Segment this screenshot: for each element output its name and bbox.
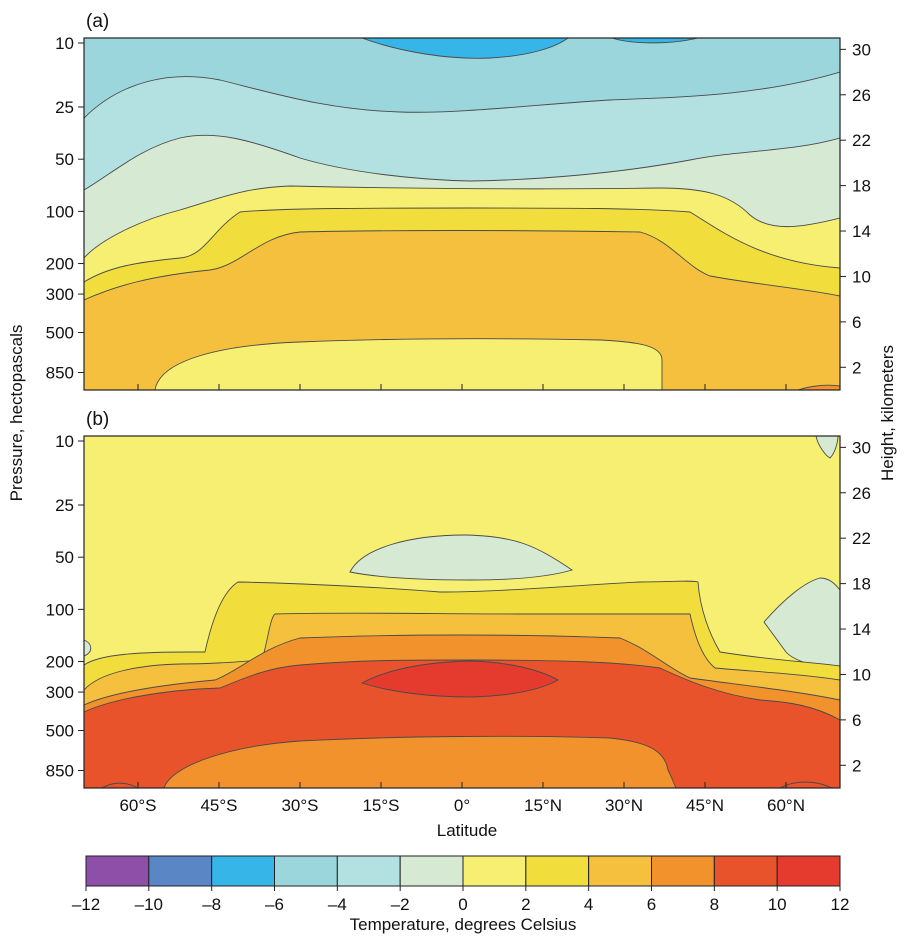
pressure-tick-label: 50 [55,150,74,169]
height-tick-label: 22 [852,131,871,150]
latitude-tick-label: 45°S [200,796,237,815]
height-tick-label: 18 [852,575,871,594]
latitude-tick-label: 60°S [119,796,156,815]
pressure-tick-label: 850 [46,363,74,382]
colorbar-tick-label: –12 [72,895,100,914]
colorbar-swatch [713,855,778,887]
colorbar-tick-label: –2 [391,895,410,914]
height-tick-label: 18 [852,177,871,196]
pressure-tick-label: 500 [46,722,74,741]
latitude-tick-label: 60°N [767,796,805,815]
colorbar-tick-label: 0 [458,895,467,914]
colorbar-swatch [462,855,527,887]
pressure-tick-label: 500 [46,324,74,343]
panel-a-axes: 10 25 50 100 200 300 500 850 30 26 22 18 14 10 6 2 [46,34,871,390]
x-axis-ticks: 60°S 45°S 30°S 15°S 0° 15°N 30°N 45°N 60°N [119,796,805,815]
pressure-tick-label: 10 [55,432,74,451]
height-tick-label: 6 [852,711,861,730]
panel-b-label: (b) [86,409,109,430]
colorbar-swatch [588,855,653,887]
panel-a-label: (a) [86,11,109,32]
colorbar-swatch [776,855,841,887]
pressure-tick-label: 300 [46,683,74,702]
colorbar-swatch [274,855,338,887]
latitude-tick-label: 45°N [686,796,724,815]
height-tick-label: 14 [852,222,871,241]
panel-a-band-6-8-corner [797,384,840,390]
panel-b-band-m2-0-center [349,534,574,581]
latitude-tick-label: 0° [454,796,470,815]
height-tick-label: 6 [852,313,861,332]
colorbar-tick-label: 12 [831,895,850,914]
y-axis-right-title: Height, kilometers [878,345,897,481]
panel-b-band-m2-0-top-right [815,436,839,459]
panel-b-axes: 10 25 50 100 200 300 500 850 30 26 22 18 14 10 6 2 [46,432,871,788]
colorbar-tick-label: –10 [135,895,163,914]
panel-b-contours [84,436,840,788]
panel-b-band-6-8-lower [163,735,677,788]
pressure-tick-label: 100 [46,600,74,619]
colorbar-swatch [399,855,464,887]
panel-a-contours [84,38,840,390]
colorbar-swatch [651,855,715,887]
colorbar-tick-label: 10 [768,895,787,914]
x-axis-title: Latitude [437,821,498,840]
colorbar-tick-label: –6 [265,895,284,914]
pressure-tick-label: 200 [46,653,74,672]
pressure-tick-label: 50 [55,548,74,567]
height-tick-label: 10 [852,267,871,286]
height-tick-label: 2 [852,358,861,377]
colorbar-swatch [148,855,213,887]
colorbar-tick-label: 8 [710,895,719,914]
height-tick-label: 10 [852,665,871,684]
height-tick-label: 26 [852,484,871,503]
height-tick-label: 30 [852,40,871,59]
colorbar-tick-label: 6 [647,895,656,914]
pressure-tick-label: 850 [46,761,74,780]
colorbar-tick-label: –8 [202,895,221,914]
height-tick-label: 22 [852,529,871,548]
panel-a-band-m8-m6-center [361,38,569,59]
colorbar-swatch [211,855,276,887]
pressure-tick-label: 300 [46,285,74,304]
colorbar-swatch [336,855,401,887]
latitude-tick-label: 30°N [605,796,643,815]
colorbar-swatch [525,855,590,887]
panel-a: (a) 10 25 50 100 200 300 500 850 30 26 22 18 14 10 6 2 [46,11,871,391]
pressure-tick-label: 200 [46,255,74,274]
pressure-tick-label: 100 [46,202,74,221]
panel-b-band-10-12 [360,660,559,698]
height-tick-label: 30 [852,438,871,457]
height-tick-label: 14 [852,620,871,639]
panel-b: (b) 10 25 50 100 200 300 500 850 30 26 22 18 14 10 6 2 [46,409,871,789]
latitude-tick-label: 15°S [362,796,399,815]
pressure-tick-label: 25 [55,496,74,515]
pressure-tick-label: 10 [55,34,74,53]
colorbar: –12 –10 –8 –6 –4 –2 0 2 4 6 8 10 12 [72,855,850,914]
colorbar-tick-label: 4 [584,895,593,914]
pressure-tick-label: 25 [55,98,74,117]
height-tick-label: 2 [852,756,861,775]
latitude-tick-label: 30°S [281,796,318,815]
y-axis-left-title: Pressure, hectopascals [7,325,26,502]
height-tick-label: 26 [852,86,871,105]
colorbar-tick-label: 2 [521,895,530,914]
latitude-tick-label: 15°N [524,796,562,815]
colorbar-swatch [85,855,150,887]
panel-a-band-0-2-lower [154,338,663,390]
colorbar-tick-label: –4 [328,895,347,914]
colorbar-title: Temperature, degrees Celsius [350,915,577,934]
